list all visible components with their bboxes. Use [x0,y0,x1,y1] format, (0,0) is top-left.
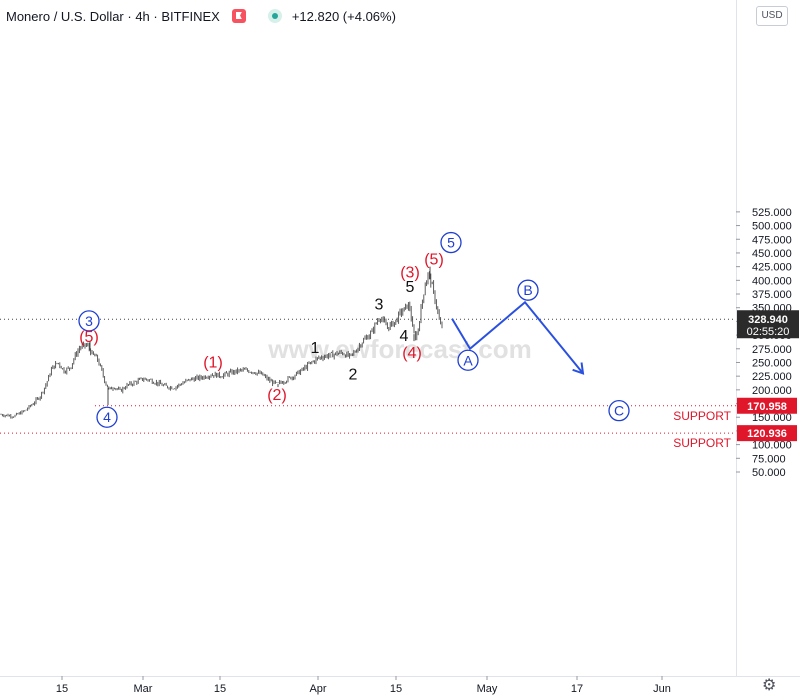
time-tick-label: 15 [214,683,226,695]
price-change: +12.820 (+4.06%) [291,8,396,24]
wave-label: 1 [311,340,320,357]
wave-label: A [463,352,473,368]
support-label: SUPPORT [673,409,731,423]
price-tick-label: 425.000 [752,262,792,274]
symbol-title[interactable]: Monero / U.S. Dollar · 4h · BITFINEX [6,8,220,24]
symbol-header: Monero / U.S. Dollar · 4h · BITFINEX +12… [6,6,396,26]
price-tick-label: 250.000 [752,357,792,369]
time-tick-label: Jun [653,683,671,695]
projection-path [451,300,584,375]
wave-label: B [523,282,532,298]
price-tick-label: 450.000 [752,248,792,260]
time-tick-label: 17 [571,683,583,695]
gear-icon[interactable]: ⚙ [762,677,777,694]
wave-label: 4 [400,328,409,345]
time-tick-label: 15 [390,683,402,695]
time-tick-label: Mar [134,683,153,695]
wave-label: (1) [203,354,223,371]
support-badge-value: 120.936 [747,428,787,440]
wave-label: (3) [400,265,420,282]
support-badge-value: 170.958 [747,401,787,413]
price-tick-label: 225.000 [752,371,792,383]
price-tick-label: 50.000 [752,467,786,479]
price-tick-label: 100.000 [752,440,792,452]
wave-circle [457,349,479,371]
price-tick-label: 275.000 [752,344,792,356]
wave-circle [517,279,539,301]
support-label: SUPPORT [673,436,731,450]
wave-label: (5) [79,329,99,346]
price-tick-label: 500.000 [752,221,792,233]
wave-label: 4 [103,409,111,425]
wave-label: C [614,403,624,419]
support-badge [737,425,797,442]
wave-label: 3 [85,313,93,329]
market-status-icon [267,9,282,23]
wave-circle [96,406,118,428]
watermark: www.ewforecast.com [267,334,531,364]
wave-label: 5 [406,279,415,296]
wave-label: (5) [424,251,444,268]
flag-icon[interactable] [231,9,246,23]
time-tick-label: Apr [309,683,326,695]
currency-button[interactable]: USD [756,6,788,26]
price-tick-label: 525.000 [752,207,792,219]
last-price-countdown: 02:55:20 [747,326,790,338]
price-tick-label: 200.000 [752,385,792,397]
price-tick-label: 150.000 [752,412,792,424]
time-tick-label: 15 [56,683,68,695]
wave-circle [608,400,630,422]
wave-circle [440,231,462,254]
wave-circle [78,310,100,332]
price-tick-label: 375.000 [752,289,792,301]
price-tick-label: 75.000 [752,453,786,465]
support-badge [737,397,797,414]
last-price-badge [737,310,799,339]
wave-label: 3 [375,296,384,313]
wave-label: (2) [267,387,287,404]
price-tick-label: 400.000 [752,275,792,287]
last-price-value: 328.940 [748,314,788,326]
time-tick-label: May [477,683,498,695]
wave-label: 2 [349,366,358,383]
wave-label: 5 [447,235,455,251]
wave-label: (4) [402,345,422,362]
projection-arrowhead [572,362,585,375]
candles [0,266,443,419]
price-tick-label: 475.000 [752,234,792,246]
